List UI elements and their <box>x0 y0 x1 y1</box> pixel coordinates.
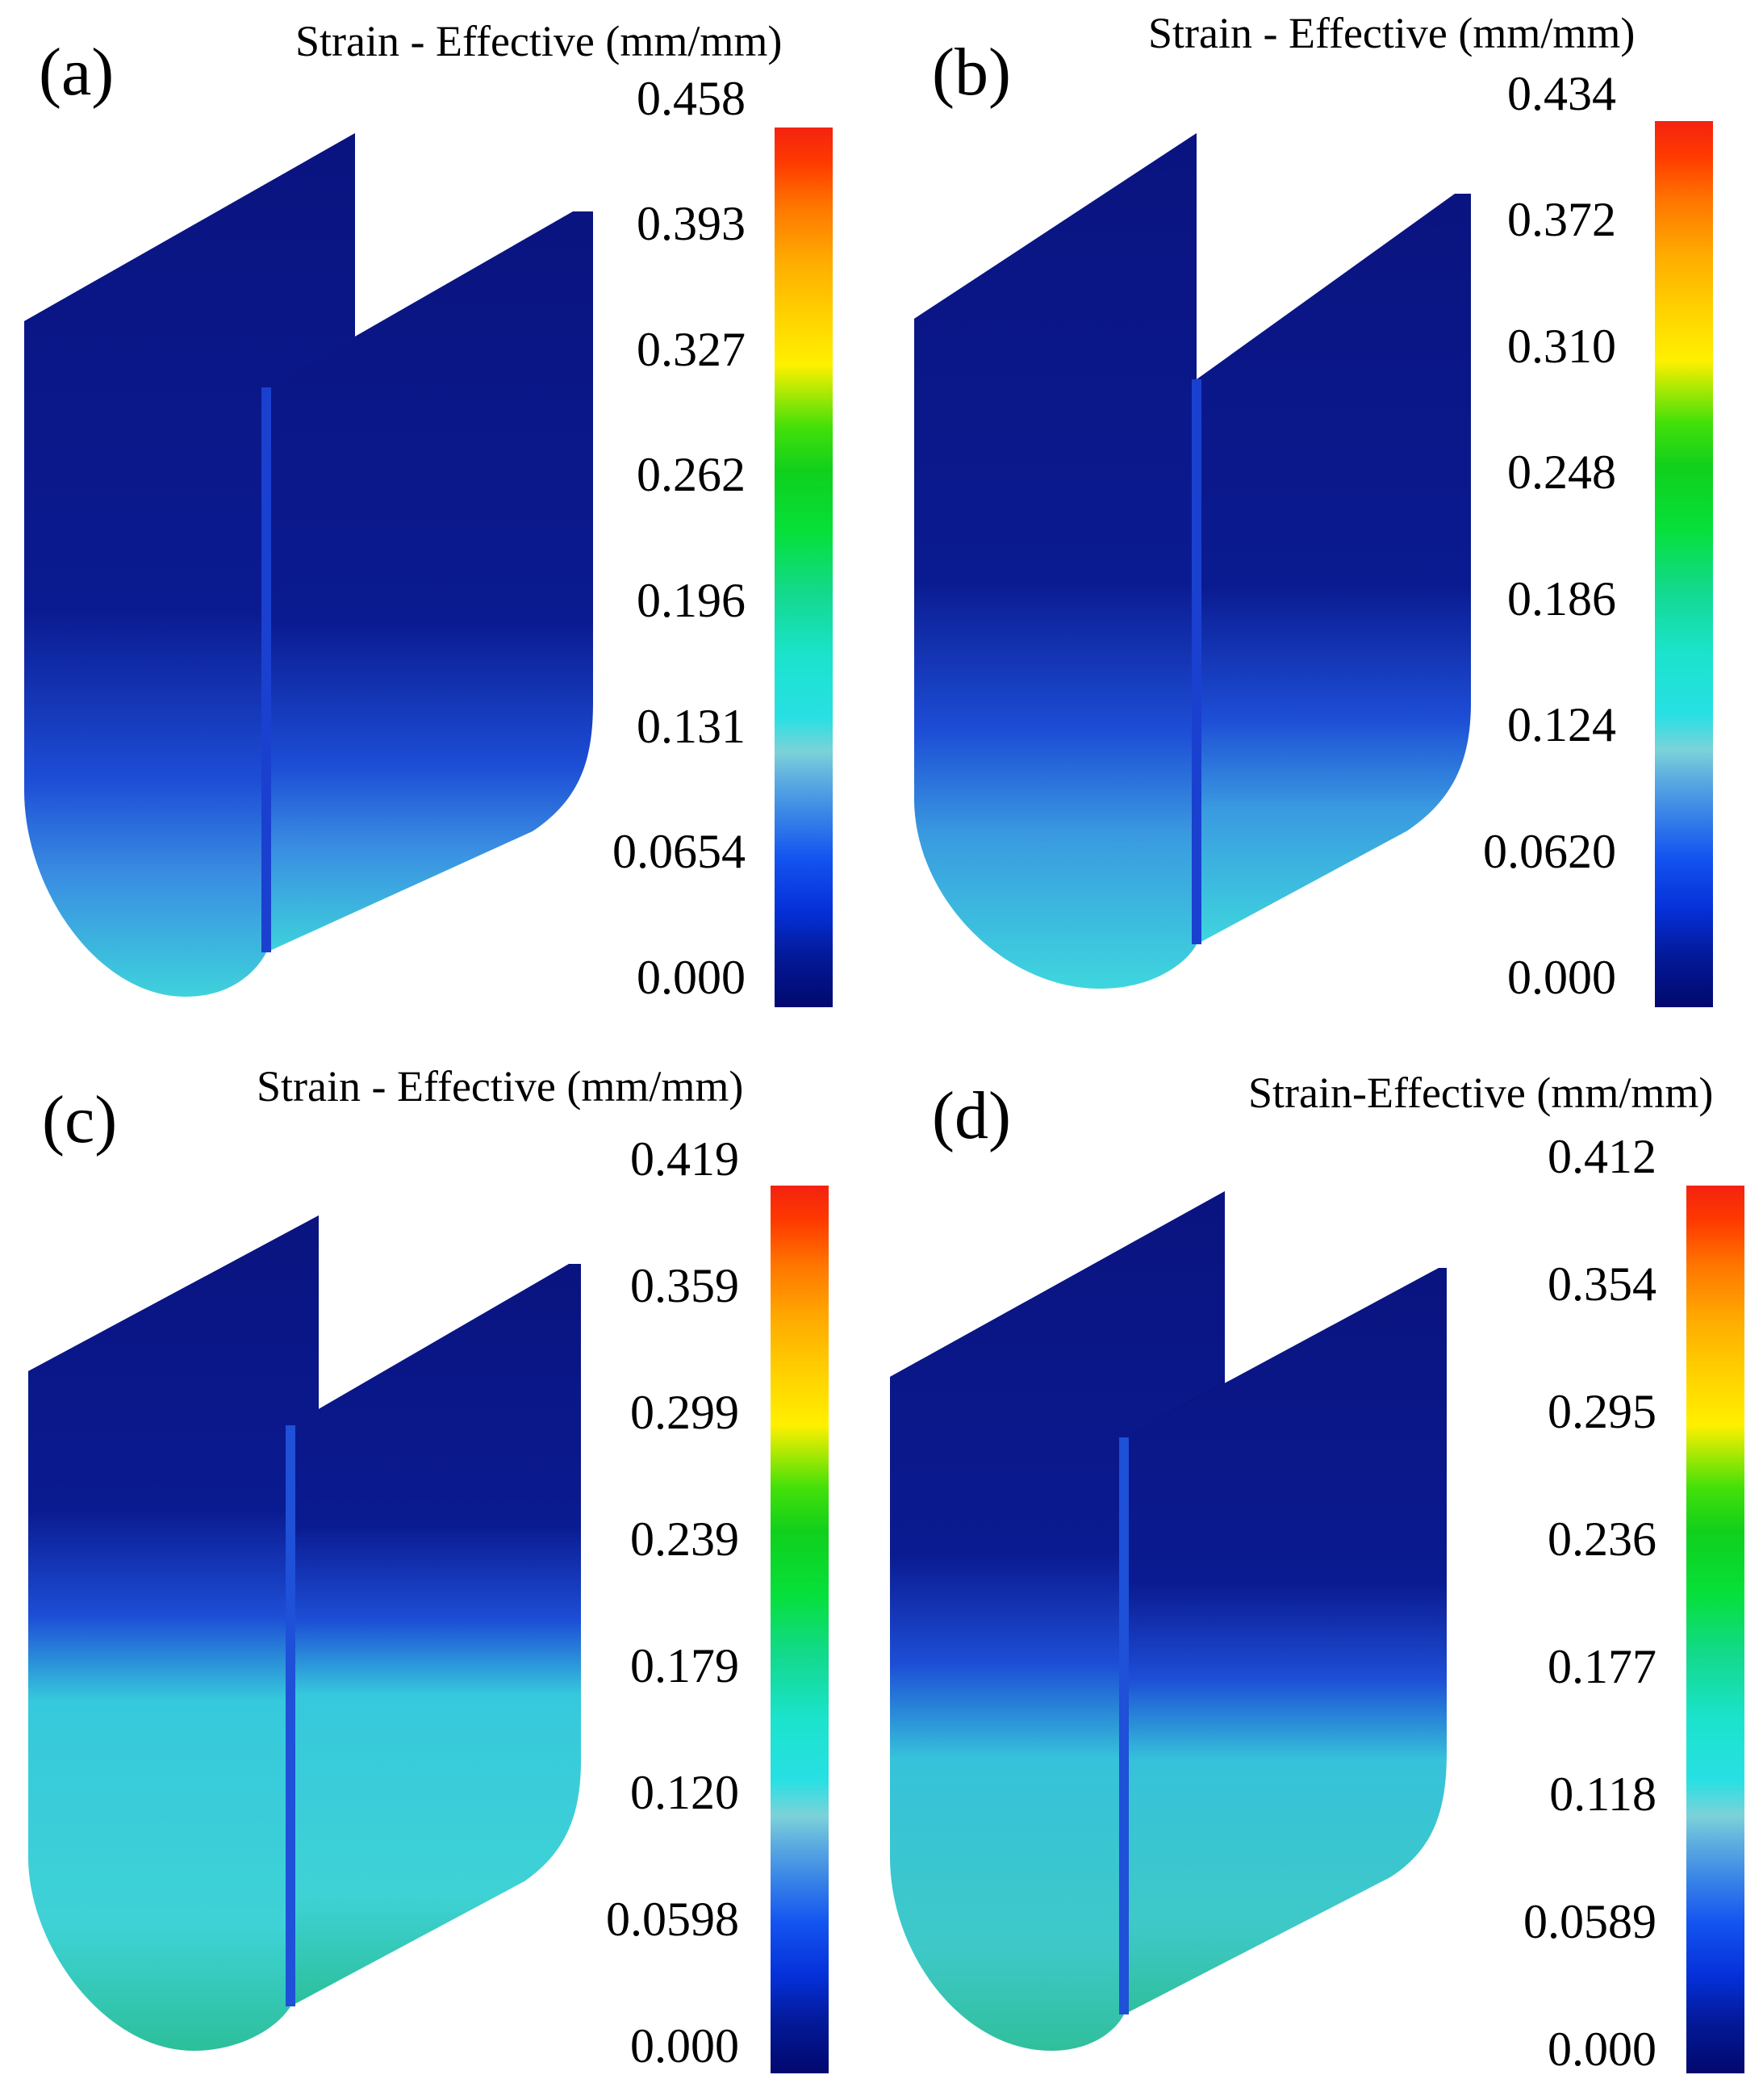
colorbar-tick: 0.354 <box>1548 1257 1656 1311</box>
colorbar-tick: 0.372 <box>1507 193 1616 246</box>
colorbar-tick: 0.000 <box>1507 951 1616 1004</box>
colorbar-tick: 0.295 <box>1548 1385 1656 1438</box>
colorbar-tick: 0.000 <box>637 951 746 1004</box>
colorbar-tick: 0.299 <box>630 1386 739 1439</box>
colorbar-tick: 0.0598 <box>606 1893 739 1946</box>
colorbar-tick: 0.236 <box>1548 1512 1656 1566</box>
colorbar-tick: 0.000 <box>630 2019 739 2073</box>
colorbar-tick: 0.118 <box>1549 1767 1656 1821</box>
colorbar-tick: 0.310 <box>1507 320 1616 373</box>
colorbar-tick: 0.239 <box>630 1512 739 1566</box>
colorbar-title: Strain - Effective (mm/mm) <box>257 1062 744 1111</box>
colorbar-tick: 0.458 <box>637 72 746 125</box>
colorbar-title: Strain-Effective (mm/mm) <box>1248 1069 1714 1117</box>
part-front-shell <box>28 1215 319 2051</box>
colorbar-tick: 0.262 <box>637 448 746 501</box>
colorbar <box>1686 1186 1744 2073</box>
panel-b: (b) Strain - Effective (mm/mm) 0.434 0.3… <box>882 0 1763 1049</box>
colorbar-tick: 0.131 <box>637 700 746 753</box>
colorbar-tick: 0.327 <box>637 323 746 376</box>
colorbar-tick: 0.248 <box>1507 446 1616 499</box>
panel-c: (c) Strain - Effective (mm/mm) 0.419 0.3… <box>0 1050 881 2099</box>
deformed-part-render <box>24 133 593 997</box>
part-side-wall <box>266 211 593 952</box>
deformed-part-render <box>28 1215 581 2051</box>
colorbar-tick: 0.120 <box>630 1766 739 1819</box>
panel-label: (b) <box>932 35 1011 110</box>
colorbar-tick: 0.412 <box>1548 1130 1656 1183</box>
colorbar-title: Strain - Effective (mm/mm) <box>1148 9 1636 57</box>
panel-a: (a) Strain - Effective (mm/mm) 0.458 0.3… <box>0 0 881 1049</box>
colorbar-tick: 0.000 <box>1548 2023 1656 2076</box>
colorbar <box>1655 121 1713 1007</box>
colorbar <box>771 1186 829 2073</box>
part-front-shell <box>24 133 355 997</box>
colorbar-tick: 0.179 <box>630 1639 739 1692</box>
part-side-wall <box>1197 194 1471 944</box>
colorbar-tick: 0.359 <box>630 1259 739 1312</box>
panel-d: (d) Strain-Effective (mm/mm) 0.412 0.354… <box>882 1050 1763 2099</box>
colorbar-tick: 0.419 <box>630 1132 739 1186</box>
panel-label: (a) <box>39 35 115 110</box>
part-front-shell <box>914 133 1197 989</box>
colorbar <box>775 128 833 1007</box>
colorbar-tick: 0.177 <box>1548 1640 1656 1693</box>
deformed-part-render <box>914 133 1471 989</box>
colorbar-tick: 0.186 <box>1507 572 1616 625</box>
colorbar-tick: 0.434 <box>1507 67 1616 120</box>
colorbar-tick: 0.196 <box>637 574 746 627</box>
colorbar-tick: 0.124 <box>1507 698 1616 751</box>
colorbar-tick: 0.0654 <box>612 825 746 878</box>
panel-label: (c) <box>42 1082 118 1157</box>
part-side-wall <box>1124 1268 1447 2014</box>
colorbar-tick: 0.393 <box>637 197 746 250</box>
panel-label: (d) <box>932 1078 1011 1153</box>
deformed-part-render <box>890 1191 1447 2051</box>
colorbar-title: Strain - Effective (mm/mm) <box>295 17 783 65</box>
part-side-wall <box>290 1264 581 2006</box>
colorbar-tick: 0.0589 <box>1523 1895 1656 1948</box>
part-front-shell <box>890 1191 1225 2051</box>
colorbar-tick: 0.0620 <box>1483 825 1616 878</box>
